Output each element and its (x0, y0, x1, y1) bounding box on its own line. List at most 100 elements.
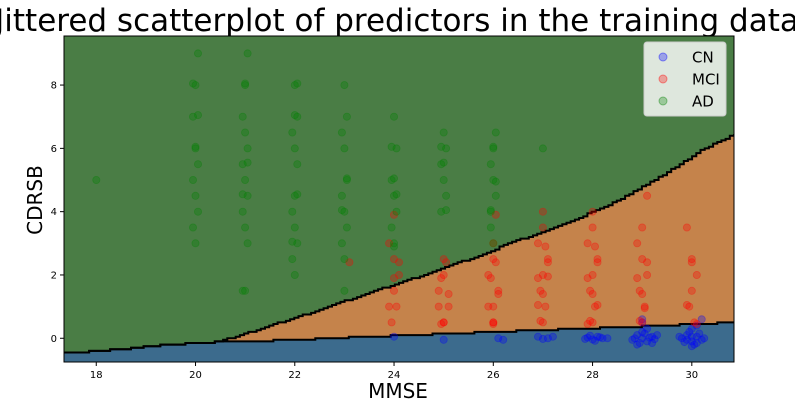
data-point (643, 258, 652, 267)
data-point (290, 270, 299, 279)
data-point (690, 340, 699, 349)
data-point (494, 286, 503, 295)
data-point (342, 112, 351, 121)
data-point (593, 258, 602, 267)
data-point (489, 239, 498, 248)
data-point (588, 289, 597, 298)
x-tick-label: 18 (90, 370, 103, 381)
data-points (92, 49, 709, 351)
data-point (439, 318, 448, 327)
data-point (687, 258, 696, 267)
data-point (697, 315, 706, 324)
data-point (442, 258, 451, 267)
data-point (392, 144, 401, 153)
data-point (687, 332, 696, 341)
data-point (243, 191, 252, 200)
data-point (588, 223, 597, 232)
data-point (389, 242, 398, 251)
data-point (389, 210, 398, 219)
data-point (345, 258, 354, 267)
x-axis-label: MMSE (368, 379, 428, 403)
data-point (534, 239, 543, 248)
data-point (638, 315, 647, 324)
data-point (489, 239, 498, 248)
data-point (439, 158, 448, 167)
data-point (583, 333, 592, 342)
data-point (648, 332, 657, 341)
data-point (191, 81, 200, 90)
data-point (534, 274, 543, 283)
data-point (337, 239, 346, 248)
data-point (243, 239, 252, 248)
x-tick-label: 28 (586, 370, 599, 381)
legend-box (643, 41, 727, 117)
data-point (591, 242, 600, 251)
data-point (389, 112, 398, 121)
data-point (337, 191, 346, 200)
data-point (543, 272, 552, 281)
data-point (690, 318, 699, 327)
data-point (643, 191, 652, 200)
data-point (241, 81, 250, 90)
data-point (687, 342, 696, 351)
data-point (692, 332, 701, 341)
data-point (489, 319, 498, 328)
data-point (682, 300, 691, 309)
data-point (538, 270, 547, 279)
data-point (241, 128, 250, 137)
data-point (682, 335, 691, 344)
data-point (342, 175, 351, 184)
data-point (677, 334, 686, 343)
data-point (340, 286, 349, 295)
data-point (593, 332, 602, 341)
data-point (290, 111, 299, 120)
data-point (640, 304, 649, 313)
data-point (444, 289, 453, 298)
data-point (191, 142, 200, 151)
legend-label: MCI (692, 71, 720, 89)
legend-item-ad: AD (658, 93, 714, 111)
data-point (635, 316, 644, 325)
data-point (583, 239, 592, 248)
data-point (536, 316, 545, 325)
data-point (293, 239, 302, 248)
data-point (387, 175, 396, 184)
decision-boundary-lower (64, 321, 734, 354)
data-point (238, 112, 247, 121)
data-point (541, 302, 550, 311)
data-point (193, 111, 202, 120)
y-tick-label: 2 (51, 270, 57, 281)
data-point (238, 160, 247, 169)
data-point (491, 191, 500, 200)
data-point (288, 237, 297, 246)
data-point (188, 112, 197, 121)
data-point (394, 258, 403, 267)
data-point (538, 144, 547, 153)
data-point (394, 270, 403, 279)
series-ad (92, 49, 547, 295)
data-point (586, 286, 595, 295)
data-point (692, 270, 701, 279)
data-point (635, 338, 644, 347)
data-point (484, 270, 493, 279)
data-point (687, 255, 696, 264)
y-tick-label: 6 (51, 144, 57, 155)
data-point (583, 319, 592, 328)
data-point (633, 274, 642, 283)
data-point (340, 144, 349, 153)
data-point (548, 332, 557, 341)
data-point (491, 258, 500, 267)
data-point (389, 286, 398, 295)
data-point (591, 302, 600, 311)
data-point (439, 175, 448, 184)
data-point (685, 327, 694, 336)
data-point (491, 177, 500, 186)
data-point (243, 158, 252, 167)
data-point (288, 128, 297, 137)
data-point (583, 274, 592, 283)
chart-title: Jittered scatterplot of predictors in th… (0, 3, 795, 39)
data-point (243, 49, 252, 58)
data-point (392, 207, 401, 216)
data-point (640, 302, 649, 311)
